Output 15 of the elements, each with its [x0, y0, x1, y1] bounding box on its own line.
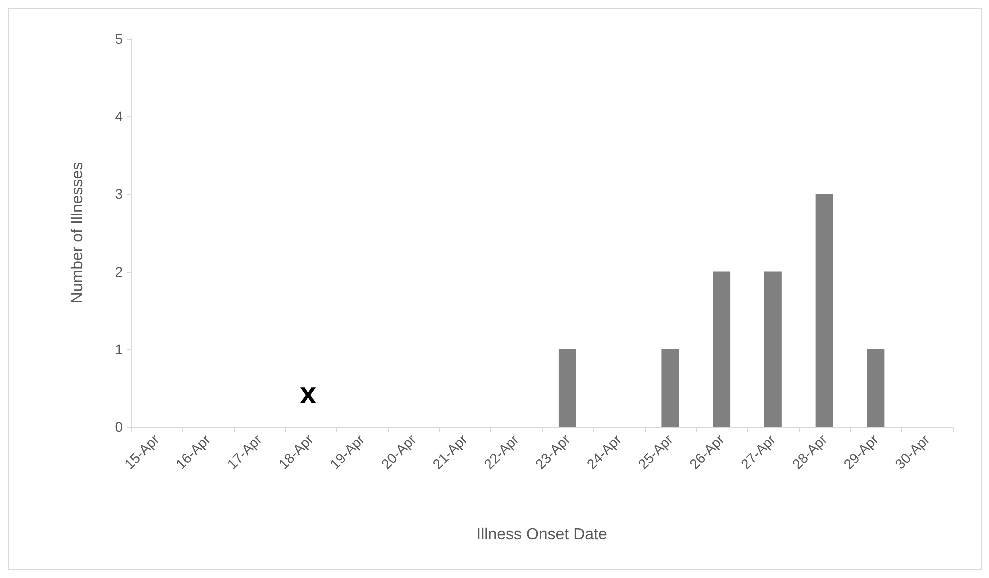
- bar: [867, 349, 885, 427]
- bar: [713, 272, 731, 427]
- y-tick-label: 0: [115, 419, 124, 435]
- x-axis-title: Illness Onset Date: [476, 526, 608, 544]
- bar: [662, 349, 680, 427]
- y-tick-label: 1: [115, 341, 124, 358]
- bar: [558, 349, 576, 427]
- y-tick-label: 5: [115, 31, 124, 47]
- bar: [816, 194, 834, 427]
- bar: [764, 272, 782, 427]
- annotation: x: [300, 378, 317, 410]
- y-tick-label: 2: [115, 264, 124, 280]
- y-axis-title: Number of Illnesses: [70, 162, 86, 304]
- y-tick-label: 4: [115, 108, 124, 125]
- y-tick-label: 3: [115, 186, 124, 202]
